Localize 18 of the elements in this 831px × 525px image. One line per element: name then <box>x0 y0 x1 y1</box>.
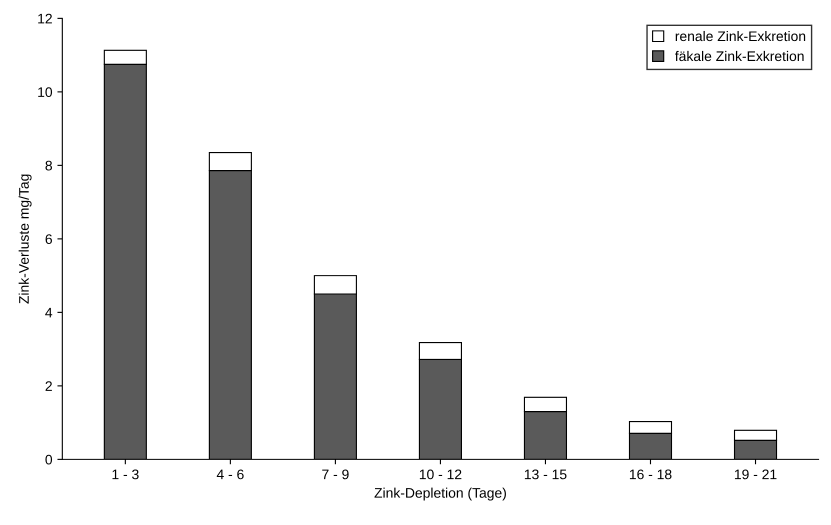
x-tick-label: 13 - 15 <box>524 469 566 480</box>
y-tick-label: 12 <box>38 14 52 24</box>
legend-label: fäkale Zink-Exkretion <box>675 50 804 62</box>
x-axis-title: Zink-Depletion (Tage) <box>374 488 506 501</box>
y-tick-label: 6 <box>46 234 52 244</box>
y-tick-label: 0 <box>45 454 52 465</box>
y-tick-label: 10 <box>38 87 52 98</box>
x-tick-label: 16 - 18 <box>630 469 672 480</box>
x-tick-label: 19 - 21 <box>734 469 776 480</box>
y-tick-label: 8 <box>45 160 52 171</box>
y-tick-label: 2 <box>46 381 52 391</box>
legend-label: renale Zink-Exkretion <box>676 30 806 42</box>
y-axis-title: Zink-Verluste mg/Tag <box>18 174 32 304</box>
x-tick-label: 7 - 9 <box>322 469 349 480</box>
x-tick-label: 10 - 12 <box>420 469 462 480</box>
y-tick-label: 4 <box>45 308 52 318</box>
x-tick-label: 4 - 6 <box>216 469 244 480</box>
x-tick-label: 1 - 3 <box>112 469 139 480</box>
